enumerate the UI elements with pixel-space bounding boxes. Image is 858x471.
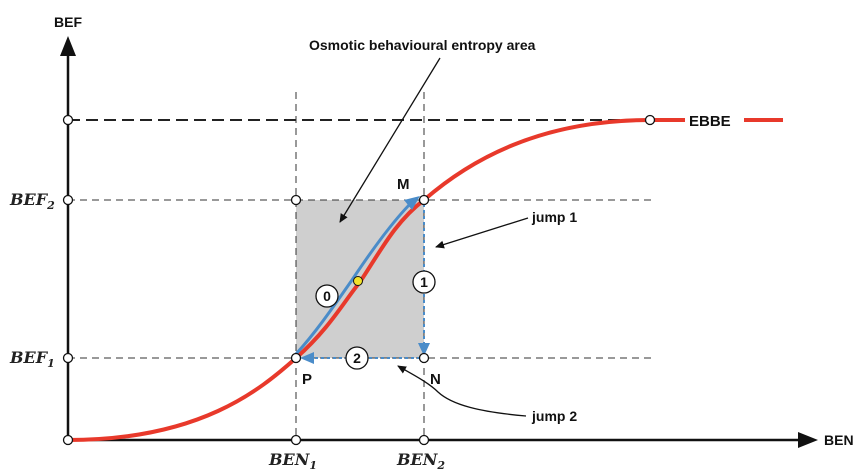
ben2-tick-base: BEN (396, 450, 439, 469)
x-axis-arrowhead (798, 432, 818, 448)
ben1-tick-label: BEN1 (268, 450, 317, 471)
marker-ben2-axis (418, 434, 430, 446)
bef2-tick-sub: 2 (46, 199, 55, 212)
bef1-tick-sub: 1 (47, 357, 55, 370)
path-0-arrowhead (404, 196, 420, 210)
center-dot (353, 276, 363, 286)
marker-point-n (418, 352, 430, 364)
marker-point-p (290, 352, 302, 364)
jump-1-pointer (435, 217, 529, 249)
ebbe-label: EBBE (689, 113, 731, 130)
marker-origin (62, 434, 74, 446)
point-n-label: N (430, 371, 441, 388)
ben2-tick-label: BEN2 (396, 450, 445, 471)
marker-ben1-top (290, 194, 302, 206)
point-p-label: P (302, 371, 312, 388)
y-axis-label: BEF (54, 14, 82, 30)
ben1-tick-base: BEN (268, 450, 311, 469)
circled-number-0: 0 (315, 284, 339, 308)
bef2-tick-base: BEF (9, 190, 49, 209)
bef2-tick-label: BEF2 (9, 190, 55, 212)
marker-point-m (418, 194, 430, 206)
jump-2-label: jump 2 (531, 408, 577, 424)
circled-number-2: 2 (345, 346, 369, 370)
marker-ebbe-end (644, 114, 656, 126)
ben2-tick-sub: 2 (436, 459, 445, 471)
ben1-tick-sub: 1 (309, 459, 317, 471)
marker-ben1-axis (290, 434, 302, 446)
marker-ebbe-axis (62, 114, 74, 126)
marker-bef2-axis (62, 194, 74, 206)
bef1-tick-label: BEF1 (9, 348, 55, 370)
path-0-line (294, 200, 414, 356)
x-axis-label: BEN (824, 432, 854, 448)
jump-2-arrowhead (300, 352, 314, 364)
circled-label-1: 1 (420, 274, 428, 290)
jump-2-pointer (397, 365, 527, 417)
jump-1-arrowhead (418, 343, 430, 356)
area-label: Osmotic behavioural entropy area (309, 37, 536, 53)
circled-label-0: 0 (323, 288, 331, 304)
bef1-tick-base: BEF (9, 348, 49, 367)
y-axis-arrowhead (60, 36, 76, 56)
point-m-label: M (397, 176, 410, 193)
marker-bef1-axis (62, 352, 74, 364)
jump-1-label: jump 1 (531, 209, 577, 225)
point-markers (62, 114, 656, 446)
circled-number-1: 1 (412, 270, 436, 294)
circled-label-2: 2 (353, 350, 361, 366)
area-label-pointer (339, 57, 441, 223)
